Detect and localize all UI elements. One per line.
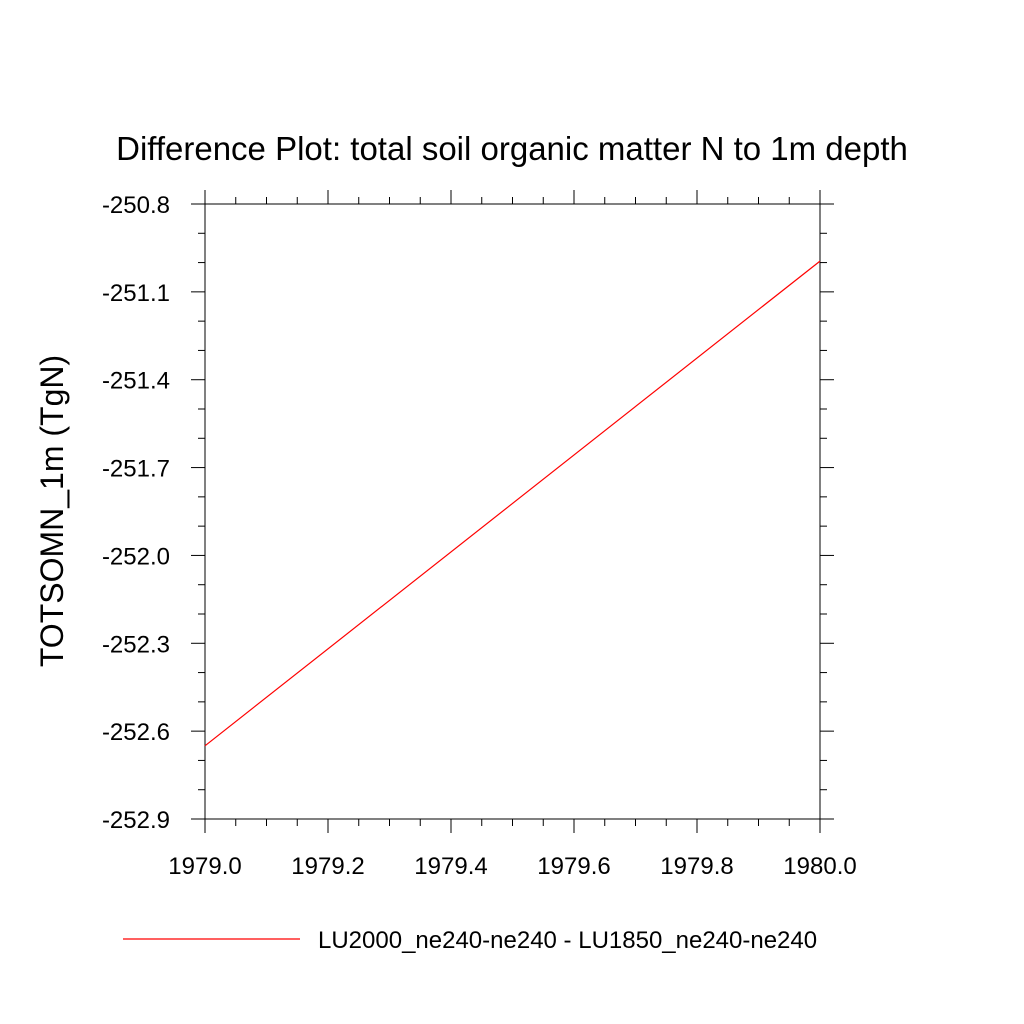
y-axis-label: TOTSOMN_1m (TgN): [34, 355, 70, 667]
plot-frame: [204, 203, 821, 820]
minor-ticks: [198, 197, 827, 826]
legend-label: LU2000_ne240-ne240 - LU1850_ne240-ne240: [318, 927, 817, 954]
series-line: [204, 260, 821, 747]
y-tick-label: -251.1: [102, 280, 170, 307]
y-tick-label: -251.4: [102, 368, 170, 395]
tick-labels: 1979.0 1979.2 1979.4 1979.6 1979.8 1980.0 -250…: [102, 192, 857, 880]
legend: LU2000_ne240-ne240 - LU1850_ne240-ne240: [123, 927, 817, 954]
x-tick-label: 1979.6: [537, 853, 610, 880]
y-tick-label: -251.7: [102, 456, 170, 483]
y-tick-label: -252.6: [102, 719, 170, 746]
y-tick-label: -250.8: [102, 192, 170, 219]
x-tick-label: 1979.4: [414, 853, 487, 880]
x-tick-label: 1979.8: [660, 853, 733, 880]
y-tick-label: -252.0: [102, 543, 170, 570]
y-tick-label: -252.9: [102, 807, 170, 834]
x-tick-label: 1979.0: [168, 853, 241, 880]
chart-title: Difference Plot: total soil organic matt…: [116, 130, 908, 167]
y-tick-label: -252.3: [102, 631, 170, 658]
major-ticks: [191, 190, 834, 833]
plot-border: [204, 203, 821, 820]
x-tick-label: 1979.2: [291, 853, 364, 880]
x-tick-label: 1980.0: [783, 853, 856, 880]
series-layer: [204, 260, 821, 747]
